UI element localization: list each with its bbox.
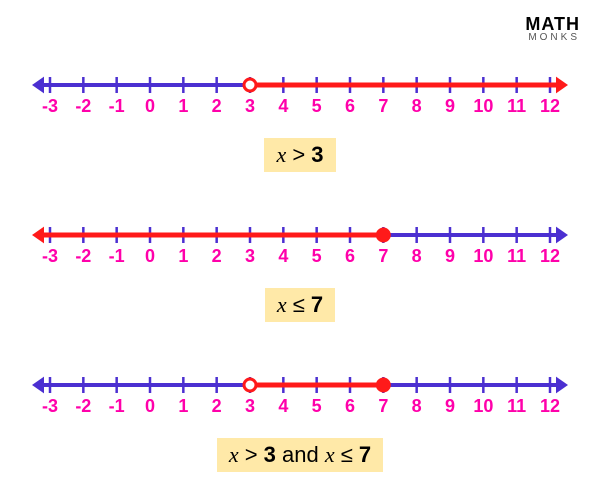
tick-label: -2: [75, 396, 91, 416]
tick-label: 3: [245, 96, 255, 116]
tick-label: 6: [345, 96, 355, 116]
tick-label: 9: [445, 246, 455, 266]
logo-top: MATH: [525, 15, 580, 33]
tick-label: 0: [145, 396, 155, 416]
tick-label: 7: [378, 396, 388, 416]
tick-label: -3: [42, 396, 58, 416]
tick-label: 2: [212, 96, 222, 116]
tick-label: 9: [445, 396, 455, 416]
logo-bottom: MONKS: [525, 33, 580, 43]
diagram-section: -3-2-10123456789101112x > 3 and x ≤ 7: [0, 360, 600, 472]
tick-label: 6: [345, 396, 355, 416]
tick-label: 4: [278, 246, 288, 266]
tick-label: 12: [540, 246, 560, 266]
diagram-section: -3-2-10123456789101112x ≤ 7: [0, 210, 600, 322]
tick-label: 2: [212, 396, 222, 416]
tick-label: -2: [75, 246, 91, 266]
logo: MATH MONKS: [525, 15, 580, 43]
diagram-section: -3-2-10123456789101112x > 3: [0, 60, 600, 172]
tick-label: 11: [507, 96, 526, 116]
caption-wrap: x ≤ 7: [0, 288, 600, 322]
tick-label: 1: [178, 246, 188, 266]
tick-label: 0: [145, 246, 155, 266]
tick-label: 3: [245, 246, 255, 266]
tick-label: 10: [473, 96, 493, 116]
tick-label: -3: [42, 96, 58, 116]
tick-label: 8: [412, 396, 422, 416]
caption-wrap: x > 3 and x ≤ 7: [0, 438, 600, 472]
number-line: -3-2-10123456789101112: [20, 360, 580, 430]
tick-label: -1: [109, 246, 125, 266]
tick-label: 2: [212, 246, 222, 266]
tick-label: 5: [312, 246, 322, 266]
number-line: -3-2-10123456789101112: [20, 210, 580, 280]
tick-label: -3: [42, 246, 58, 266]
tick-label: 1: [178, 96, 188, 116]
tick-label: 12: [540, 396, 560, 416]
tick-label: -1: [109, 396, 125, 416]
inequality-caption: x ≤ 7: [265, 288, 335, 322]
tick-label: -2: [75, 96, 91, 116]
caption-wrap: x > 3: [0, 138, 600, 172]
tick-label: 8: [412, 96, 422, 116]
tick-label: 11: [507, 396, 526, 416]
tick-label: 5: [312, 96, 322, 116]
inequality-caption: x > 3 and x ≤ 7: [217, 438, 383, 472]
tick-label: 7: [378, 96, 388, 116]
tick-label: 11: [507, 246, 526, 266]
inequality-caption: x > 3: [264, 138, 335, 172]
tick-label: 4: [278, 96, 288, 116]
tick-label: 1: [178, 396, 188, 416]
tick-label: 9: [445, 96, 455, 116]
tick-label: 4: [278, 396, 288, 416]
number-line: -3-2-10123456789101112: [20, 60, 580, 130]
tick-label: 8: [412, 246, 422, 266]
tick-label: 12: [540, 96, 560, 116]
tick-label: -1: [109, 96, 125, 116]
tick-label: 10: [473, 396, 493, 416]
tick-label: 0: [145, 96, 155, 116]
tick-label: 3: [245, 396, 255, 416]
tick-label: 10: [473, 246, 493, 266]
tick-label: 6: [345, 246, 355, 266]
tick-label: 7: [378, 246, 388, 266]
tick-label: 5: [312, 396, 322, 416]
